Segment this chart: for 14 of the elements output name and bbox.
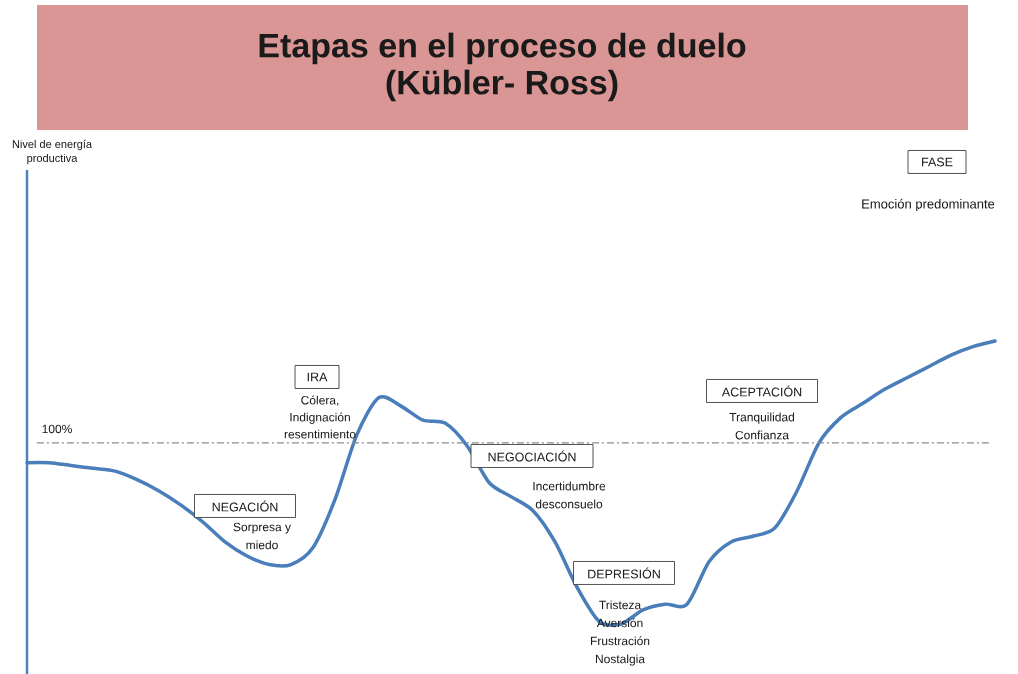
annotation: NEGOCIACIÓN <box>488 450 576 462</box>
annotation: NEGACIÓN <box>212 500 278 512</box>
annotation: Tranquilidad Confianza <box>729 412 795 440</box>
text: Nivel de energía productiva <box>12 139 93 165</box>
annotation: Cólera, Indignación resentimiento <box>284 395 356 439</box>
annotation: 100% <box>42 424 72 434</box>
annotation: DEPRESIÓN <box>588 567 660 579</box>
text: Emoción predominante <box>862 198 995 212</box>
annotation: ACEPTACIÓN <box>721 385 802 397</box>
annotation: Incertidumbre desconsuelo <box>533 481 606 509</box>
text: FASE <box>922 157 953 167</box>
annotation: Sorpresa y miedo <box>233 522 291 550</box>
annotation: IRA <box>307 372 328 382</box>
chart-title: Etapas en el proceso de duelo (Kübler- Ross) <box>259 32 746 102</box>
